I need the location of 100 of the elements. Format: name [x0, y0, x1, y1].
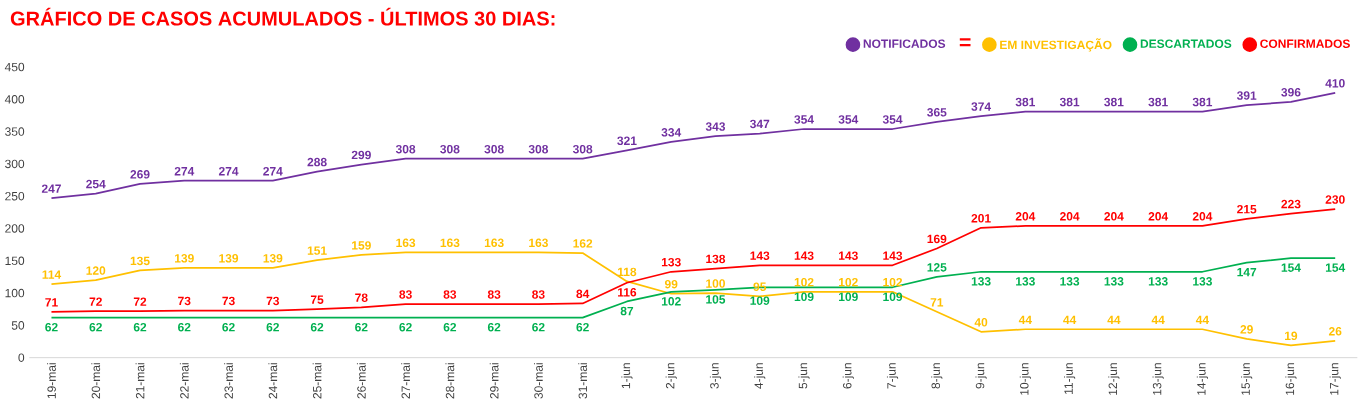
data-label: 133 [971, 277, 991, 286]
data-label: 72 [89, 297, 102, 306]
chart-title: GRÁFICO DE CASOS ACUMULADOS - ÚLTIMOS 30 DIAS: [10, 7, 555, 26]
legend-label: NOTIFICADOS [863, 39, 946, 48]
y-tick-label: 50 [11, 321, 25, 330]
data-label: 120 [86, 266, 106, 275]
data-label: 118 [618, 267, 637, 277]
y-tick-label: 300 [5, 159, 25, 169]
x-tick-label: 21-mai [135, 363, 145, 399]
x-tick-label: 28-mai [445, 363, 455, 399]
data-label: 381 [1148, 97, 1168, 107]
data-label: 254 [86, 179, 106, 189]
data-label: 299 [351, 150, 371, 160]
data-label: 274 [174, 166, 195, 176]
data-label: 87 [620, 306, 634, 316]
data-label: 215 [1237, 204, 1257, 214]
data-label: 44 [1063, 315, 1077, 324]
data-label: 381 [1059, 97, 1080, 107]
data-label: 139 [263, 254, 283, 263]
data-label: 151 [307, 246, 327, 255]
data-label: 114 [42, 270, 62, 279]
data-label: 143 [794, 251, 814, 260]
data-label: 230 [1325, 195, 1345, 204]
data-label: 105 [706, 295, 726, 304]
data-label: 109 [883, 292, 903, 302]
x-tick-label: 17-jun [1329, 363, 1341, 395]
data-label: 62 [355, 322, 368, 332]
data-label: 72 [133, 297, 147, 306]
data-label: 347 [750, 119, 770, 129]
x-tick-label: 12-jun [1108, 363, 1120, 395]
data-label: 44 [1107, 315, 1121, 324]
x-tick-label: 15-jun [1241, 363, 1253, 395]
data-label: 83 [532, 290, 545, 299]
data-label: 354 [882, 115, 903, 124]
data-label: 201 [971, 214, 991, 223]
y-tick-label: 0 [18, 353, 25, 362]
x-tick-label: 16-jun [1285, 363, 1297, 395]
x-tick-label: 26-mai [356, 363, 366, 399]
x-tick-label: 30-mai [534, 363, 543, 399]
data-label: 374 [971, 102, 992, 111]
data-label: 138 [706, 254, 726, 264]
data-label: 354 [838, 115, 859, 124]
data-label: 343 [705, 122, 726, 131]
data-label: 308 [572, 144, 593, 154]
data-label: 83 [399, 290, 412, 299]
x-tick-label: 23-mai [224, 363, 233, 399]
x-tick-label: 6-jun [842, 363, 854, 389]
legend-label: CONFIRMADOS [1260, 39, 1350, 48]
data-label: 143 [839, 251, 858, 260]
data-label: 71 [930, 298, 944, 307]
data-label: 109 [839, 292, 858, 302]
data-label: 102 [883, 277, 903, 287]
data-label: 139 [175, 254, 194, 263]
x-tick-label: 13-jun [1152, 363, 1164, 395]
data-label: 204 [1148, 212, 1169, 221]
data-label: 62 [576, 322, 589, 332]
data-label: 154 [1281, 263, 1301, 272]
x-tick-label: 27-mai [401, 363, 411, 399]
data-label: 62 [487, 322, 501, 332]
data-label: 133 [1148, 277, 1168, 286]
data-label: 109 [750, 296, 770, 305]
data-label: 147 [1237, 268, 1257, 277]
data-label: 308 [440, 144, 460, 154]
data-label: 109 [794, 292, 814, 302]
x-tick-label: 29-mai [489, 363, 499, 399]
data-label: 116 [618, 288, 637, 297]
data-label: 62 [532, 322, 545, 332]
data-label: 163 [396, 238, 416, 248]
x-tick-label: 14-jun [1196, 363, 1208, 395]
data-label: 133 [1060, 277, 1080, 286]
data-label: 44 [1018, 315, 1032, 324]
x-tick-label: 9-jun [975, 363, 987, 389]
data-label: 102 [839, 277, 858, 287]
data-label: 44 [1151, 315, 1165, 324]
data-label: 83 [443, 290, 457, 299]
data-label: 62 [222, 322, 235, 332]
data-label: 83 [487, 290, 501, 299]
data-label: 71 [45, 298, 58, 307]
data-label: 162 [573, 239, 593, 248]
data-label: 44 [1195, 315, 1210, 324]
text: = [959, 38, 971, 47]
data-label: 354 [794, 115, 814, 124]
x-tick-label: 7-jun [886, 363, 899, 389]
x-tick-label: 11-jun [1064, 363, 1076, 394]
data-label: 62 [310, 322, 324, 332]
data-label: 334 [661, 128, 682, 137]
y-tick-label: 100 [5, 288, 25, 298]
x-tick-label: 19-mai [47, 363, 56, 399]
y-tick-label: 350 [5, 127, 25, 136]
x-tick-label: 24-mai [268, 363, 278, 399]
data-label: 308 [395, 144, 416, 154]
data-label: 133 [1104, 277, 1124, 286]
data-label: 73 [222, 296, 235, 306]
data-label: 133 [661, 257, 681, 267]
data-label: 62 [443, 322, 457, 332]
data-label: 100 [706, 279, 725, 288]
x-tick-label: 22-mai [179, 363, 189, 399]
data-label: 40 [974, 318, 988, 327]
data-label: 29 [1240, 325, 1253, 334]
data-label: 19 [1285, 331, 1298, 341]
